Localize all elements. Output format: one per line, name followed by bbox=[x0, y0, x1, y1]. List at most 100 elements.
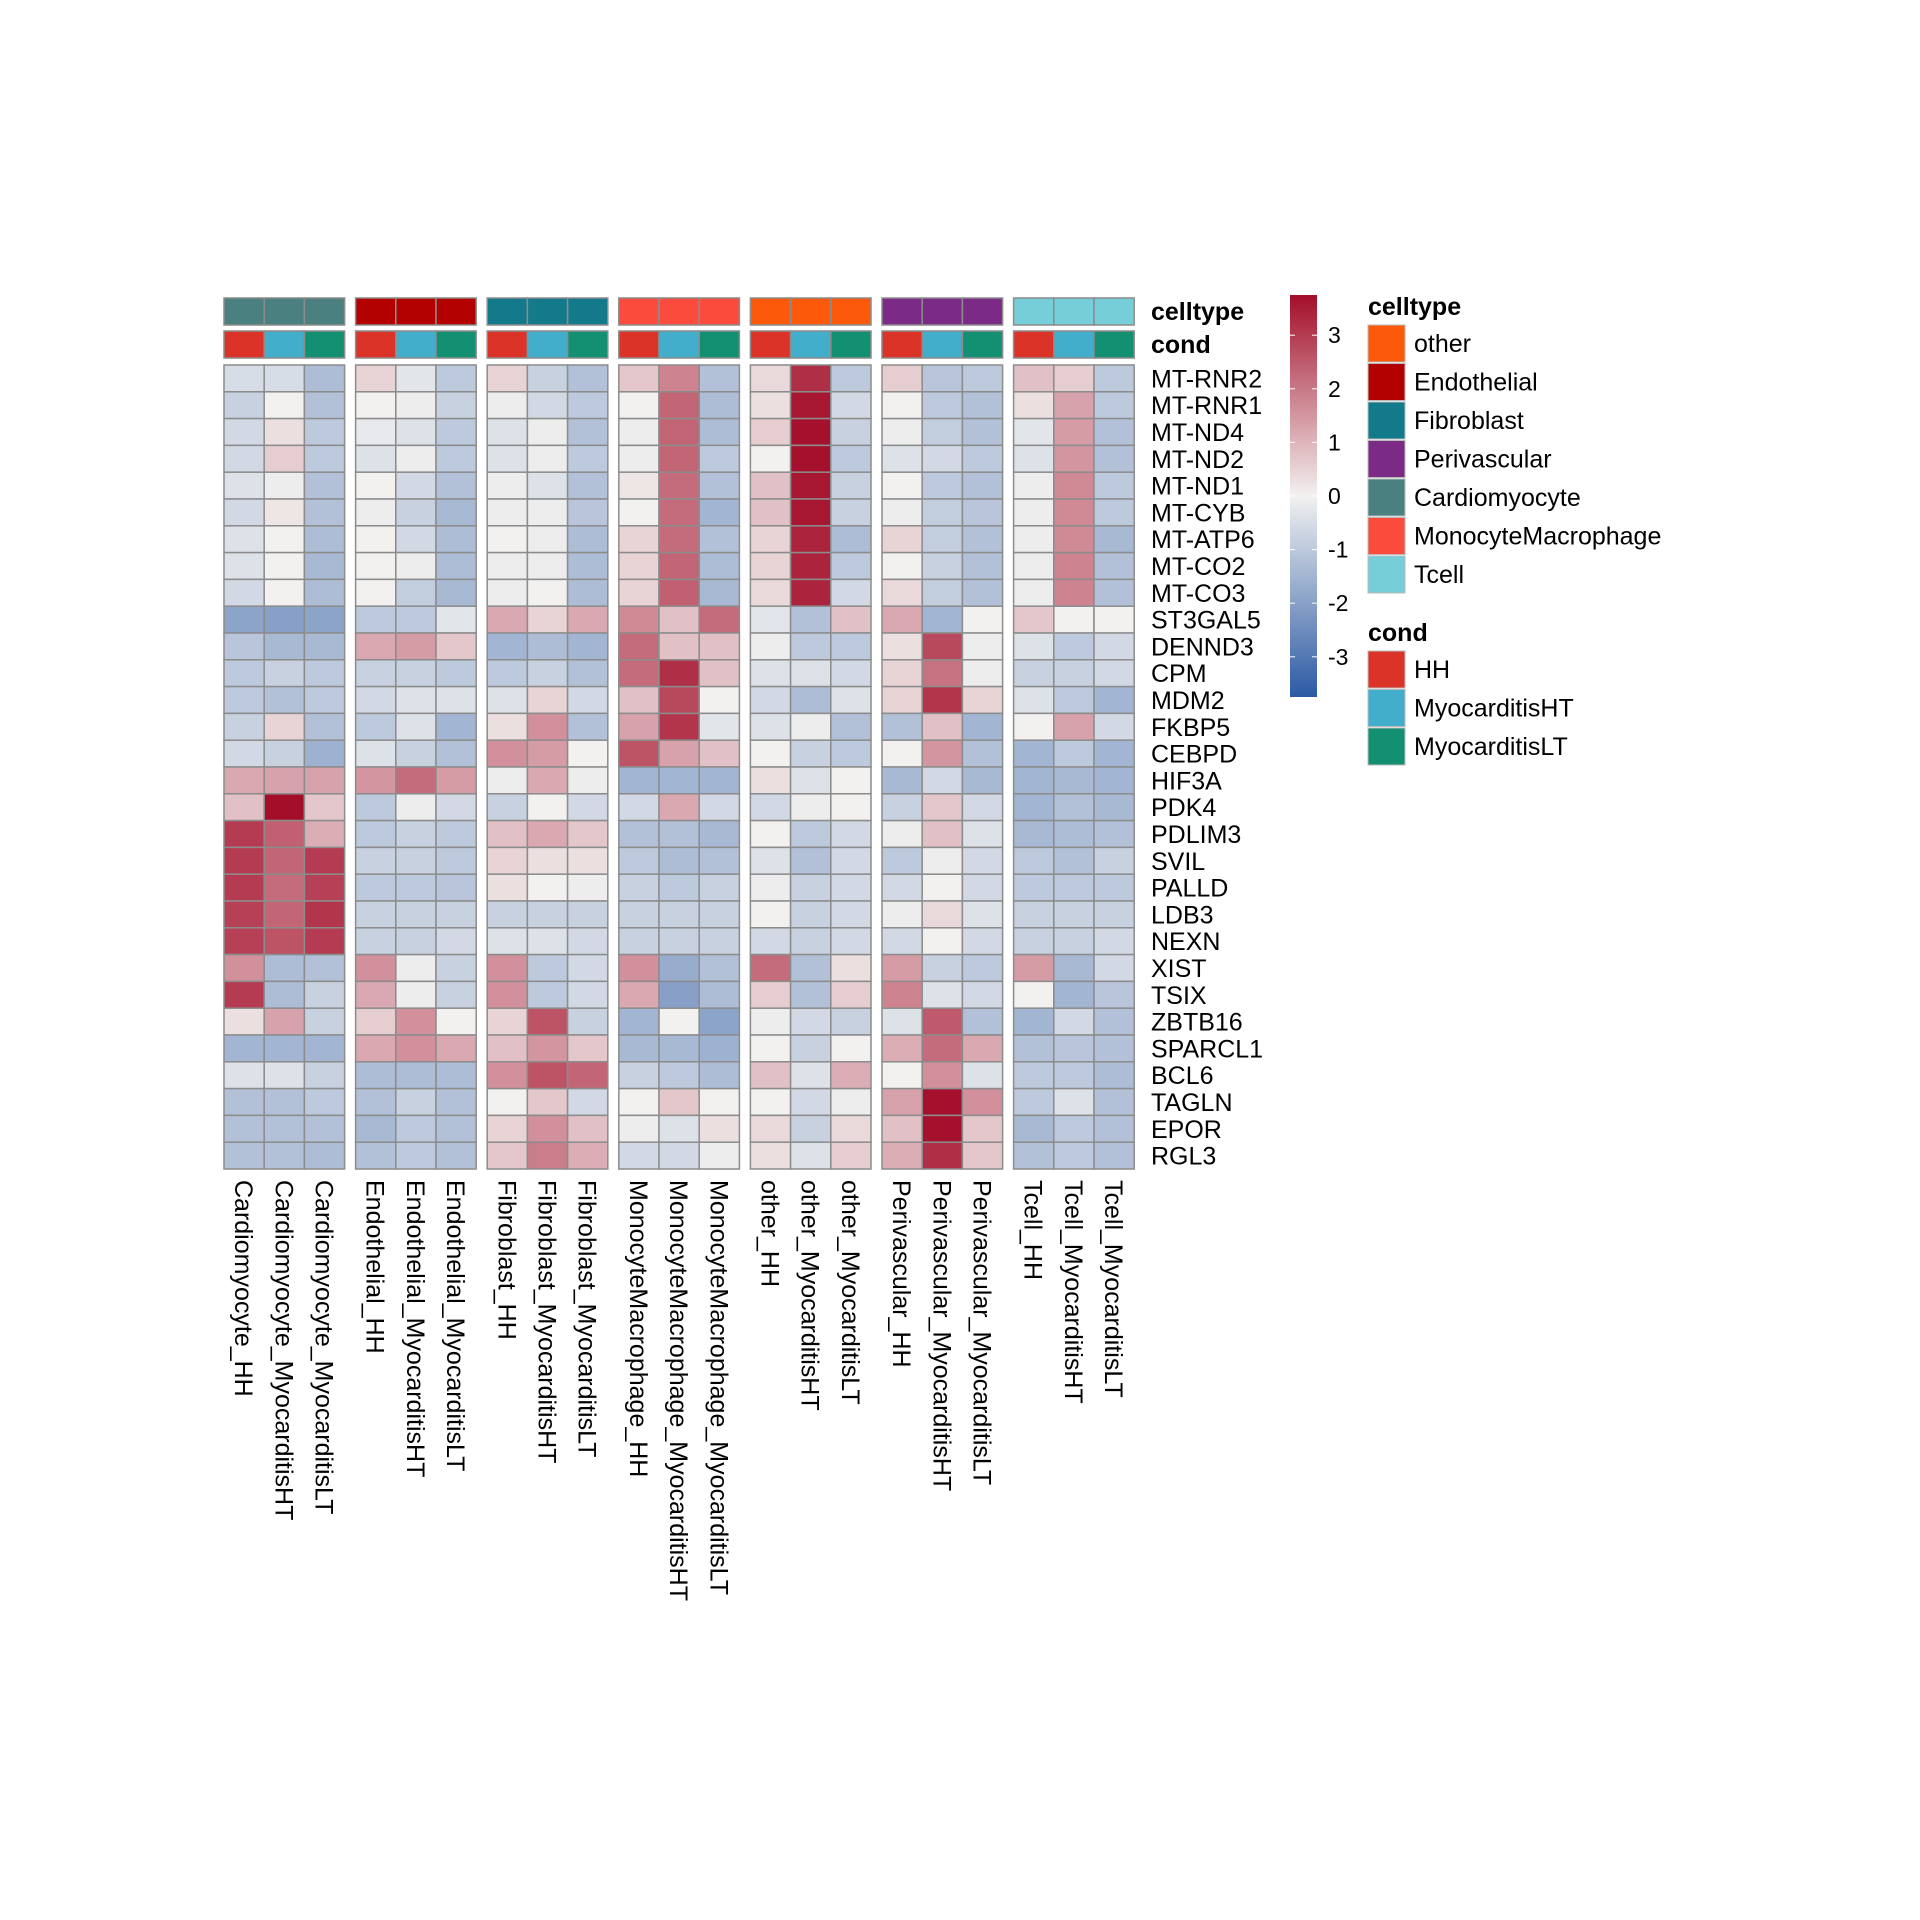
row-label: HIF3A bbox=[1151, 767, 1222, 795]
heatmap-cell bbox=[658, 417, 700, 447]
heatmap-cell bbox=[658, 551, 700, 581]
heatmap-cell bbox=[354, 659, 397, 688]
row-label: RGL3 bbox=[1151, 1143, 1216, 1171]
legend-label: HH bbox=[1414, 656, 1450, 684]
heatmap-cell bbox=[961, 1141, 1004, 1170]
heatmap-cell bbox=[921, 1087, 964, 1117]
cond-annotation-cell bbox=[395, 330, 437, 359]
heatmap-cell bbox=[658, 873, 700, 902]
cond-annotation-cell bbox=[354, 330, 397, 359]
heatmap-cell bbox=[526, 551, 569, 581]
heatmap-cell bbox=[658, 471, 700, 500]
heatmap-cell bbox=[618, 498, 660, 527]
heatmap-cell bbox=[223, 819, 265, 849]
heatmap-cell bbox=[698, 1007, 741, 1036]
column-label: MonocyteMacrophage_MyocarditisLT bbox=[704, 1180, 732, 1595]
heatmap-cell bbox=[486, 471, 529, 500]
heatmap-cell bbox=[830, 927, 872, 956]
cond-annotation-cell bbox=[223, 330, 265, 359]
column-label: Tcell_MyocarditisLT bbox=[1099, 1180, 1127, 1398]
cond-annotation-cell bbox=[618, 330, 660, 359]
heatmap-cell bbox=[881, 819, 923, 849]
heatmap-cell bbox=[749, 685, 792, 715]
legend-label: other bbox=[1414, 330, 1471, 358]
heatmap-cell bbox=[1093, 927, 1135, 956]
heatmap-cell bbox=[698, 1087, 741, 1117]
celltype-annotation-cell bbox=[658, 297, 700, 326]
heatmap-cell bbox=[881, 578, 923, 607]
heatmap-cell bbox=[526, 659, 569, 688]
heatmap-cell bbox=[263, 471, 306, 500]
heatmap-cell bbox=[566, 1007, 609, 1036]
heatmap-cell bbox=[303, 846, 346, 875]
heatmap-cell bbox=[618, 846, 660, 875]
legend-label: MyocarditisLT bbox=[1414, 733, 1568, 761]
heatmap-cell bbox=[435, 927, 477, 956]
row-label: MT-ND2 bbox=[1151, 446, 1244, 474]
heatmap-cell bbox=[789, 953, 832, 983]
heatmap-cell bbox=[1053, 1141, 1095, 1170]
row-label: XIST bbox=[1151, 955, 1207, 983]
heatmap-cell bbox=[566, 391, 609, 420]
heatmap-cell bbox=[435, 873, 477, 902]
heatmap-cell bbox=[1053, 525, 1095, 554]
heatmap-cell bbox=[263, 980, 306, 1009]
celltype-annotation-cell bbox=[921, 297, 964, 326]
heatmap-cell bbox=[921, 819, 964, 849]
legend-label: Perivascular bbox=[1414, 446, 1552, 474]
heatmap-cell bbox=[303, 793, 346, 822]
heatmap-cell bbox=[1053, 766, 1095, 795]
heatmap-cell bbox=[1012, 659, 1055, 688]
heatmap-cell bbox=[263, 1114, 306, 1143]
heatmap-cell bbox=[263, 739, 306, 768]
heatmap-cell bbox=[263, 766, 306, 795]
row-label: FKBP5 bbox=[1151, 714, 1230, 742]
heatmap-cell bbox=[830, 391, 872, 420]
heatmap-cell bbox=[881, 1007, 923, 1036]
row-label: BCL6 bbox=[1151, 1062, 1214, 1090]
heatmap-cell bbox=[263, 873, 306, 902]
heatmap-cell bbox=[486, 846, 529, 875]
cond-annotation-cell bbox=[303, 330, 346, 359]
heatmap-cell bbox=[395, 605, 437, 634]
heatmap-cell bbox=[566, 1061, 609, 1090]
heatmap-cell bbox=[435, 766, 477, 795]
heatmap-cell bbox=[1093, 525, 1135, 554]
heatmap-cell bbox=[435, 712, 477, 741]
heatmap-cell bbox=[303, 1087, 346, 1117]
heatmap-cell bbox=[921, 551, 964, 581]
celltype-annotation-cell bbox=[881, 297, 923, 326]
heatmap-cell bbox=[749, 712, 792, 741]
heatmap-cell bbox=[486, 873, 529, 902]
heatmap-cell bbox=[395, 1061, 437, 1090]
heatmap-cell bbox=[1093, 551, 1135, 581]
heatmap-cell bbox=[749, 1034, 792, 1063]
heatmap-cell bbox=[303, 417, 346, 447]
cond-annotation-label: cond bbox=[1151, 331, 1211, 359]
heatmap-cell bbox=[526, 873, 569, 902]
heatmap-cell bbox=[486, 739, 529, 768]
heatmap-cell bbox=[1093, 1007, 1135, 1036]
celltype-annotation-cell bbox=[486, 297, 529, 326]
heatmap-cell bbox=[223, 980, 265, 1009]
heatmap-cell bbox=[749, 900, 792, 929]
heatmap-cell bbox=[486, 659, 529, 688]
heatmap-cell bbox=[1053, 417, 1095, 447]
heatmap-cell bbox=[1053, 551, 1095, 581]
heatmap-cell bbox=[354, 953, 397, 983]
celltype-annotation-cell bbox=[1053, 297, 1095, 326]
heatmap-cell bbox=[789, 578, 832, 607]
heatmap-cell bbox=[435, 900, 477, 929]
heatmap-cell bbox=[830, 364, 872, 393]
heatmap-cell bbox=[263, 605, 306, 634]
heatmap-cell bbox=[1012, 980, 1055, 1009]
heatmap-cell bbox=[395, 525, 437, 554]
heatmap-cell bbox=[263, 685, 306, 715]
heatmap-cell bbox=[435, 391, 477, 420]
heatmap-cell bbox=[881, 1061, 923, 1090]
heatmap-cell bbox=[698, 685, 741, 715]
heatmap-cell bbox=[1012, 551, 1055, 581]
heatmap-cell bbox=[486, 364, 529, 393]
heatmap-cell bbox=[526, 712, 569, 741]
heatmap-cell bbox=[395, 391, 437, 420]
